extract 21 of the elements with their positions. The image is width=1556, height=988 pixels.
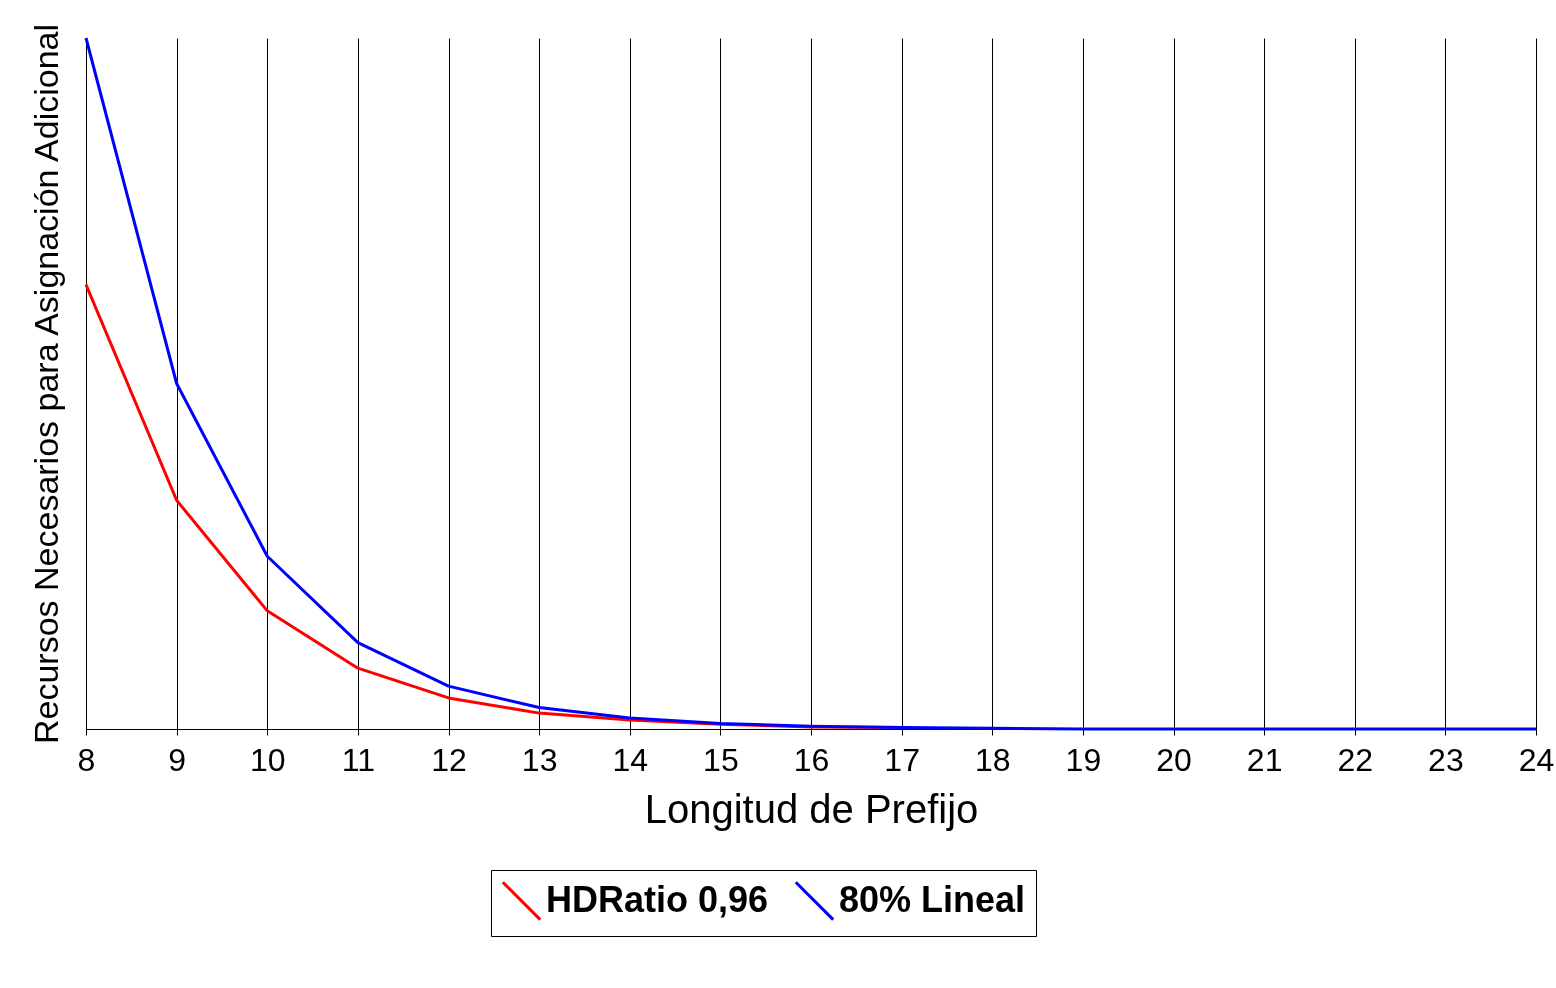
x-tick-label: 10 (249, 741, 286, 778)
legend-label: HDRatio 0,96 (546, 878, 769, 920)
x-tick-label: 15 (703, 741, 739, 778)
x-tick-label: 9 (168, 741, 187, 778)
x-tick-label: 13 (521, 741, 558, 778)
x-tick-label: 24 (1518, 741, 1555, 778)
legend-label: 80% Lineal (839, 878, 1026, 920)
x-tick-label: 11 (341, 741, 375, 778)
y-axis-title: Recursos Necesarios para Asignación Adicional (26, 23, 65, 745)
x-axis-title: Longitud de Prefijo (644, 786, 979, 831)
x-tick-label: 21 (1246, 741, 1283, 778)
x-tick-label: 17 (884, 741, 920, 778)
x-tick-label: 14 (612, 741, 649, 778)
x-tick-label: 20 (1156, 741, 1192, 778)
x-tick-label: 23 (1428, 741, 1464, 778)
x-tick-label: 12 (431, 741, 467, 778)
x-tick-label: 22 (1337, 741, 1374, 778)
x-tick-label: 18 (974, 741, 1011, 778)
x-tick-label: 8 (77, 741, 96, 778)
x-tick-label: 16 (793, 741, 830, 778)
x-tick-label: 19 (1065, 741, 1102, 778)
